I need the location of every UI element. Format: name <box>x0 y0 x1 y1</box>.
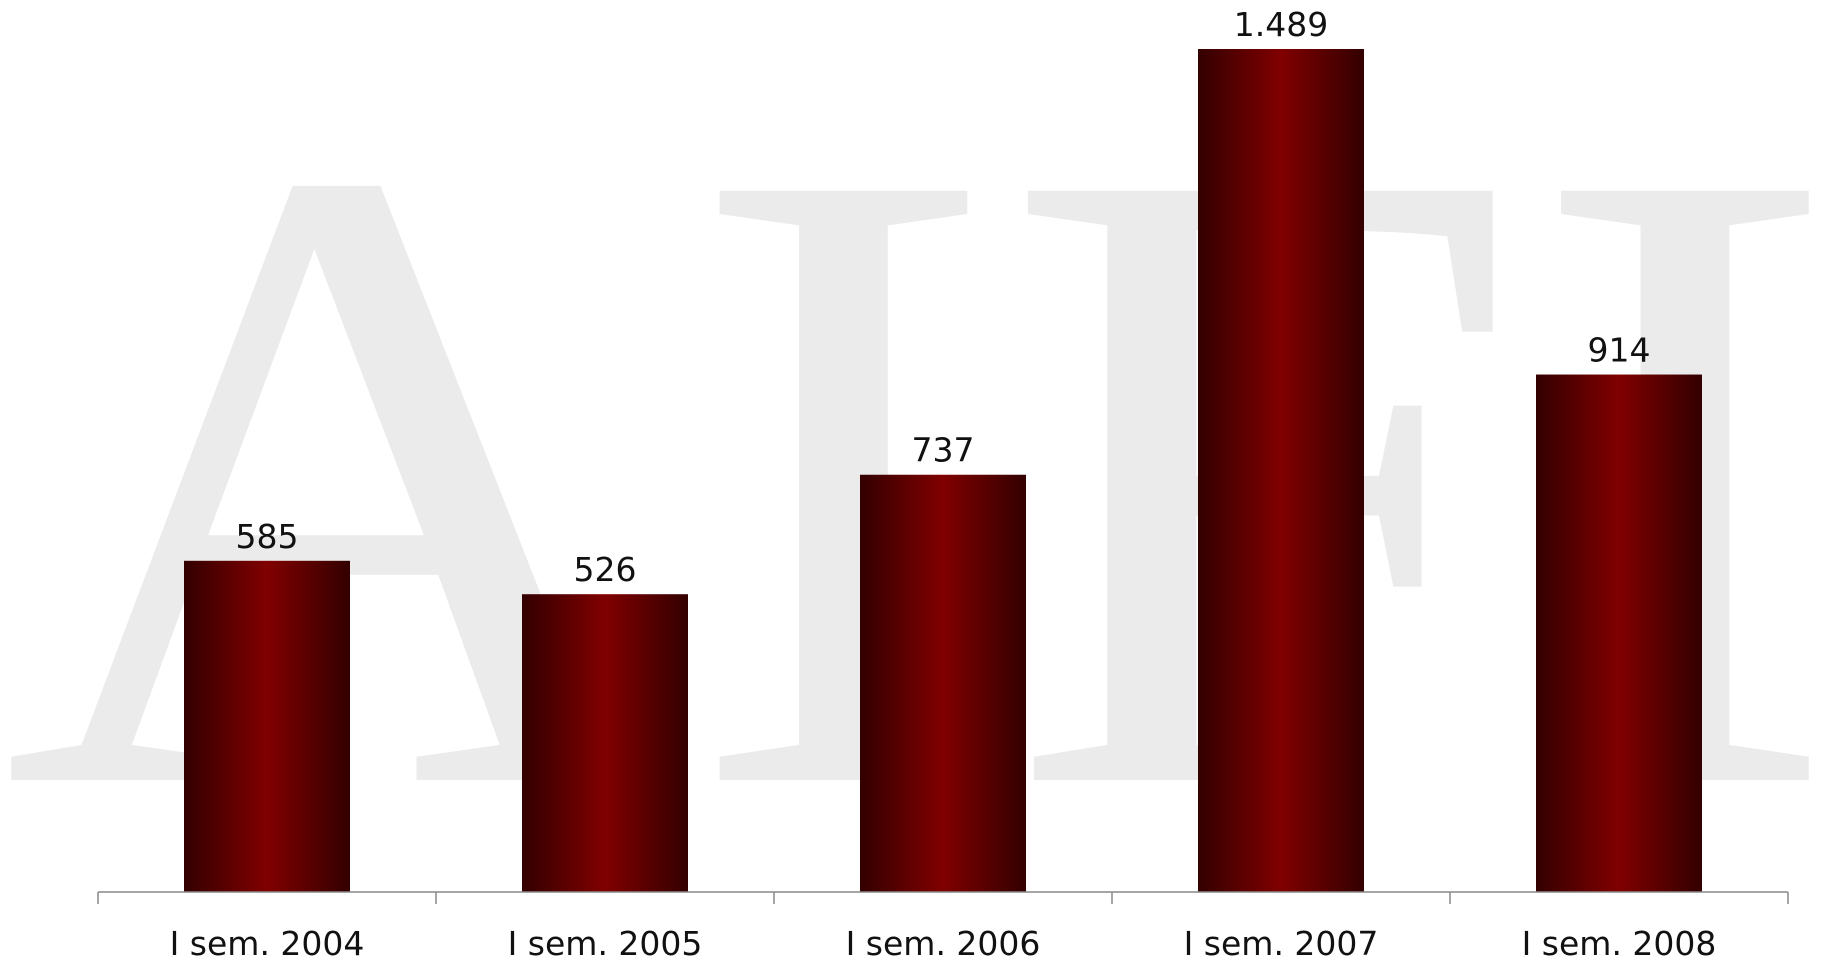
bar-value-label: 1.489 <box>1234 5 1328 44</box>
category-label: I sem. 2006 <box>846 924 1041 961</box>
category-labels-group: I sem. 2004 I sem. 2005 I sem. 2006 I sem. … <box>170 924 1717 961</box>
bar-value-label: 526 <box>574 550 637 589</box>
x-axis-ticks <box>97 892 1789 904</box>
bar-value-label: 737 <box>912 431 975 470</box>
bar-value-label: 585 <box>236 517 299 556</box>
bar <box>184 560 350 892</box>
bar <box>860 474 1026 892</box>
category-label: I sem. 2007 <box>1184 924 1379 961</box>
category-label: I sem. 2005 <box>508 924 703 961</box>
bars-group <box>184 49 1702 893</box>
bar <box>1536 374 1702 893</box>
category-label: I sem. 2008 <box>1522 924 1717 961</box>
category-label: I sem. 2004 <box>170 924 365 961</box>
bar <box>522 594 688 892</box>
bar-value-label: 914 <box>1588 331 1651 370</box>
bar <box>1198 49 1364 892</box>
value-labels-group: 585 526 737 1.489 914 <box>236 5 1651 589</box>
